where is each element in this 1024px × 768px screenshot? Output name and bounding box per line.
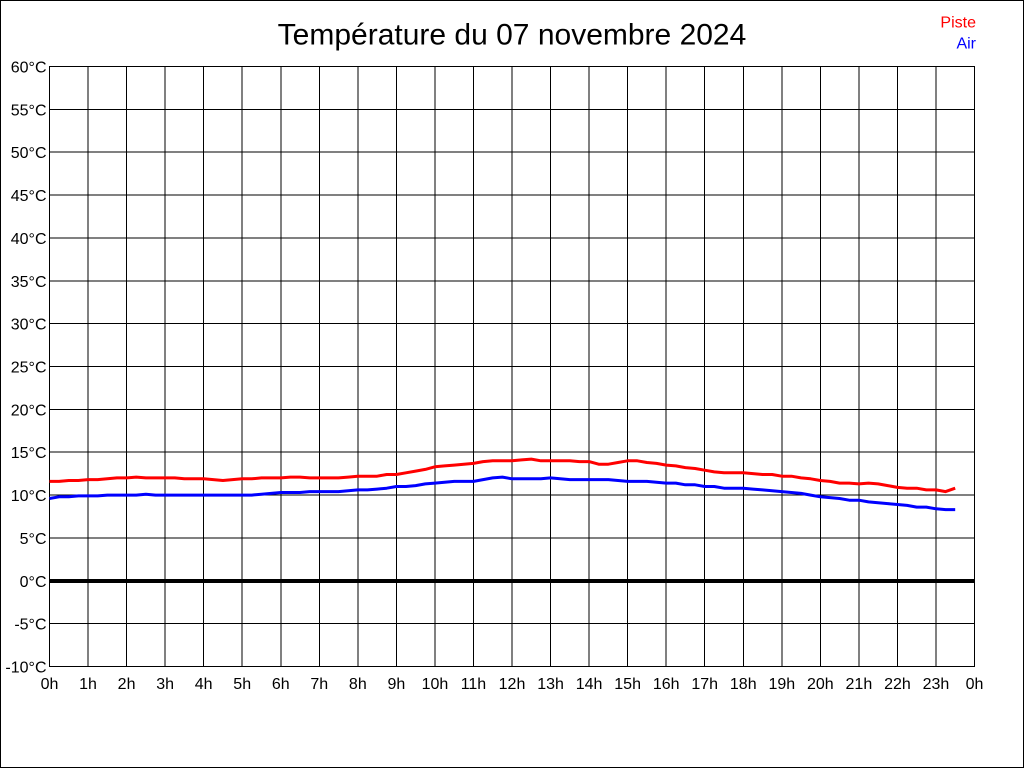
svg-text:-5°C: -5°C <box>14 617 46 634</box>
svg-text:60°C: 60°C <box>11 60 47 77</box>
svg-text:20h: 20h <box>807 676 834 693</box>
svg-text:5°C: 5°C <box>20 531 47 548</box>
svg-text:8h: 8h <box>349 676 367 693</box>
svg-text:25°C: 25°C <box>11 360 47 377</box>
svg-text:Piste: Piste <box>940 15 976 32</box>
svg-text:14h: 14h <box>576 676 603 693</box>
svg-text:3h: 3h <box>156 676 174 693</box>
svg-text:0h: 0h <box>966 676 984 693</box>
svg-text:20°C: 20°C <box>11 402 47 419</box>
svg-text:15h: 15h <box>614 676 641 693</box>
svg-text:0°C: 0°C <box>20 574 47 591</box>
svg-text:55°C: 55°C <box>11 102 47 119</box>
svg-text:17h: 17h <box>691 676 718 693</box>
svg-text:19h: 19h <box>768 676 795 693</box>
svg-text:1h: 1h <box>79 676 97 693</box>
svg-text:Température du 07 novembre 202: Température du 07 novembre 2024 <box>278 19 747 52</box>
svg-text:30°C: 30°C <box>11 317 47 334</box>
svg-text:4h: 4h <box>195 676 213 693</box>
svg-text:-10°C: -10°C <box>5 660 46 677</box>
svg-text:23h: 23h <box>923 676 950 693</box>
svg-text:50°C: 50°C <box>11 145 47 162</box>
svg-text:12h: 12h <box>499 676 526 693</box>
svg-text:22h: 22h <box>884 676 911 693</box>
svg-text:18h: 18h <box>730 676 757 693</box>
svg-text:40°C: 40°C <box>11 231 47 248</box>
svg-text:10°C: 10°C <box>11 488 47 505</box>
svg-text:6h: 6h <box>272 676 290 693</box>
svg-text:0h: 0h <box>41 676 59 693</box>
svg-text:13h: 13h <box>537 676 564 693</box>
svg-text:2h: 2h <box>118 676 136 693</box>
svg-text:16h: 16h <box>653 676 680 693</box>
svg-text:Air: Air <box>956 36 976 53</box>
svg-text:35°C: 35°C <box>11 274 47 291</box>
svg-text:21h: 21h <box>846 676 873 693</box>
svg-text:5h: 5h <box>233 676 251 693</box>
svg-text:45°C: 45°C <box>11 188 47 205</box>
svg-text:7h: 7h <box>310 676 328 693</box>
svg-text:10h: 10h <box>422 676 449 693</box>
svg-text:15°C: 15°C <box>11 445 47 462</box>
svg-text:9h: 9h <box>387 676 405 693</box>
svg-text:11h: 11h <box>461 676 487 693</box>
